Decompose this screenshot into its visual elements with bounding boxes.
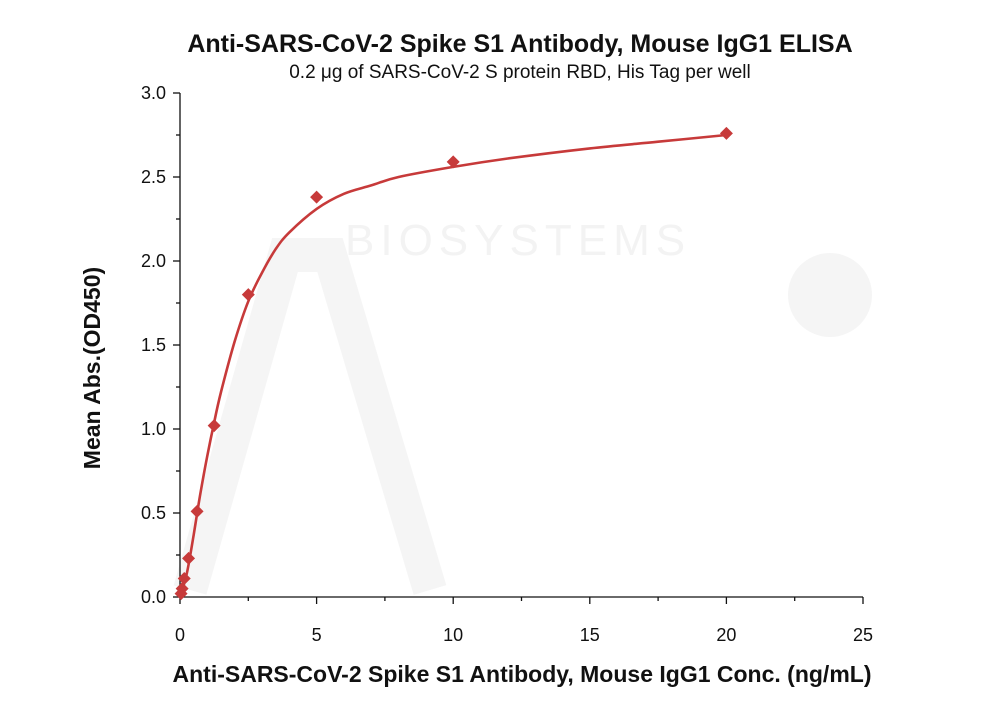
- data-point: [446, 155, 460, 169]
- x-tick-label: 15: [580, 625, 600, 645]
- x-tick-label: 5: [312, 625, 322, 645]
- y-tick-label: 2.5: [141, 167, 166, 187]
- data-point: [190, 504, 204, 518]
- data-point: [175, 582, 189, 596]
- y-tick-label: 1.0: [141, 419, 166, 439]
- y-tick-label: 3.0: [141, 83, 166, 103]
- x-tick-label: 0: [175, 625, 185, 645]
- x-tick-label: 10: [443, 625, 463, 645]
- fit-curve: [178, 133, 727, 598]
- y-axis-label: Mean Abs.(OD450): [79, 267, 105, 469]
- watermark: BIOSYSTEMS: [173, 216, 872, 595]
- x-axis-label: Anti-SARS-CoV-2 Spike S1 Antibody, Mouse…: [173, 661, 872, 687]
- data-point: [177, 572, 191, 586]
- data-point: [182, 551, 196, 565]
- x-axis: 0 5 10 15 20 25: [175, 597, 873, 645]
- watermark-text: BIOSYSTEMS: [345, 216, 691, 265]
- y-tick-label: 0.0: [141, 587, 166, 607]
- data-points: [174, 126, 733, 601]
- x-tick-label: 20: [716, 625, 736, 645]
- data-point: [310, 190, 324, 204]
- watermark-logo-a-icon: [173, 238, 447, 595]
- y-tick-label: 1.5: [141, 335, 166, 355]
- chart-subtitle: 0.2 μg of SARS-CoV-2 S protein RBD, His …: [289, 62, 751, 83]
- x-tick-label: 25: [853, 625, 873, 645]
- y-tick-label: 0.5: [141, 503, 166, 523]
- y-axis: 0.0 0.5 1.0 1.5 2.0 2.5 3.0: [141, 83, 180, 607]
- data-point: [241, 288, 255, 302]
- watermark-logo-dot-icon: [788, 253, 872, 337]
- data-point: [719, 126, 733, 140]
- y-tick-label: 2.0: [141, 251, 166, 271]
- chart-title: Anti-SARS-CoV-2 Spike S1 Antibody, Mouse…: [187, 30, 852, 58]
- data-point: [207, 419, 221, 433]
